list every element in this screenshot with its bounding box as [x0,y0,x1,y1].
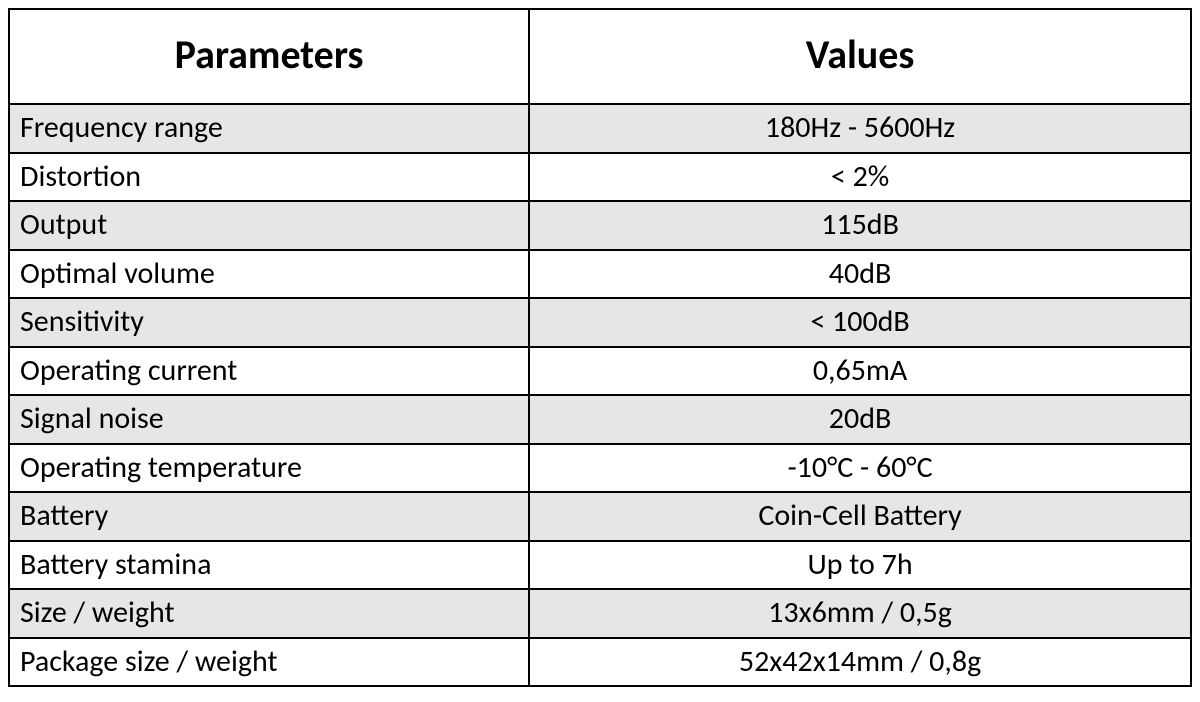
param-cell: Size / weight [9,589,529,638]
param-cell: Operating temperature [9,444,529,493]
table-row: Battery stamina Up to 7h [9,541,1191,590]
table-row: Size / weight 13x6mm / 0,5g [9,589,1191,638]
table-row: Package size / weight 52x42x14mm / 0,8g [9,638,1191,687]
value-cell: Up to 7h [529,541,1191,590]
value-cell: 52x42x14mm / 0,8g [529,638,1191,687]
value-cell: 40dB [529,250,1191,299]
param-cell: Output [9,201,529,250]
header-values: Values [529,9,1191,104]
spec-table: Parameters Values Frequency range 180Hz … [8,8,1192,687]
table-row: Frequency range 180Hz - 5600Hz [9,104,1191,153]
table-row: Battery Coin-Cell Battery [9,492,1191,541]
header-parameters: Parameters [9,9,529,104]
table-row: Output 115dB [9,201,1191,250]
param-cell: Battery stamina [9,541,529,590]
table-row: Operating temperature -10°C - 60°C [9,444,1191,493]
param-cell: Signal noise [9,395,529,444]
param-cell: Package size / weight [9,638,529,687]
param-cell: Battery [9,492,529,541]
table-row: Optimal volume 40dB [9,250,1191,299]
value-cell: Coin-Cell Battery [529,492,1191,541]
value-cell: < 100dB [529,298,1191,347]
param-cell: Sensitivity [9,298,529,347]
table-row: Signal noise 20dB [9,395,1191,444]
table-row: Distortion < 2% [9,153,1191,202]
table-row: Operating current 0,65mA [9,347,1191,396]
value-cell: -10°C - 60°C [529,444,1191,493]
value-cell: 115dB [529,201,1191,250]
header-row: Parameters Values [9,9,1191,104]
param-cell: Operating current [9,347,529,396]
value-cell: 13x6mm / 0,5g [529,589,1191,638]
table-row: Sensitivity < 100dB [9,298,1191,347]
value-cell: 180Hz - 5600Hz [529,104,1191,153]
value-cell: < 2% [529,153,1191,202]
param-cell: Optimal volume [9,250,529,299]
param-cell: Distortion [9,153,529,202]
value-cell: 0,65mA [529,347,1191,396]
value-cell: 20dB [529,395,1191,444]
param-cell: Frequency range [9,104,529,153]
